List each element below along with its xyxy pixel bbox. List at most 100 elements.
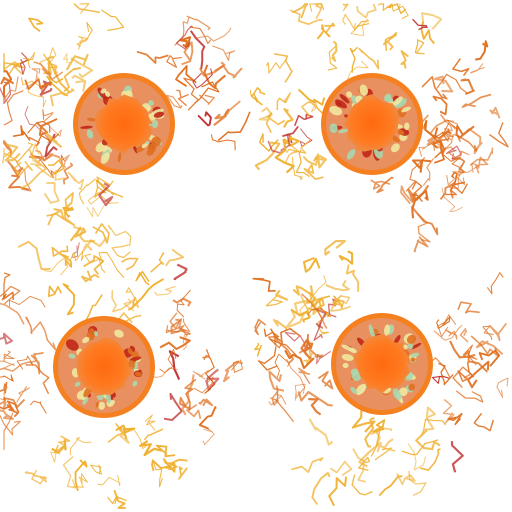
web-strand (62, 455, 77, 489)
web-strand (159, 336, 191, 351)
mosaic-tile (410, 357, 416, 362)
web-strand (314, 154, 327, 169)
web-strand (249, 89, 260, 103)
mosaic-tile (100, 88, 107, 94)
web-strand (81, 270, 100, 283)
web-strand (192, 369, 209, 380)
web-strand (176, 89, 189, 107)
web-strand (489, 322, 507, 342)
web-strand (351, 474, 373, 496)
web-strand (59, 253, 73, 268)
web-strand (265, 112, 286, 134)
web-wisp (424, 272, 509, 432)
web-strand (175, 25, 193, 50)
web-strand (16, 355, 34, 370)
web-strand (2, 147, 12, 164)
web-strand (274, 52, 293, 83)
web-strand (167, 458, 188, 471)
web-strand (407, 443, 427, 471)
web-strand (198, 406, 217, 430)
web-strand (274, 138, 295, 174)
web-strand (356, 3, 377, 19)
web-strand (31, 469, 48, 485)
web-strand (463, 350, 489, 373)
web-strand (29, 153, 55, 179)
web-strand (446, 174, 465, 186)
web-strand (190, 30, 206, 70)
motif-bottom-left (0, 224, 243, 510)
web-strand (0, 76, 14, 85)
web-strand (49, 88, 75, 107)
web-strand (71, 74, 87, 92)
web-strand (214, 64, 243, 79)
web-strand (378, 475, 403, 497)
web-strand (72, 242, 80, 259)
web-strand (0, 360, 15, 369)
mosaic-tile (82, 395, 89, 405)
web-strand (202, 426, 215, 446)
web-strand (291, 157, 303, 181)
mosaic-tile (407, 343, 414, 349)
web-strand (69, 436, 92, 456)
web-strand (166, 55, 183, 68)
web-strand (25, 364, 50, 395)
web-strand (198, 398, 214, 407)
web-strand (217, 111, 251, 142)
web-strand (17, 240, 51, 271)
web-wisp (136, 15, 251, 151)
web-strand (292, 285, 314, 297)
web-strand (396, 473, 416, 486)
web-strand (297, 367, 311, 385)
web-strand (430, 130, 452, 144)
mosaic-tile (401, 106, 412, 113)
mosaic-tile (390, 143, 400, 153)
web-strand (448, 150, 470, 159)
web-strand (283, 108, 294, 128)
web-strand (35, 117, 58, 136)
web-strand (370, 179, 391, 190)
web-strand (41, 81, 53, 97)
web-strand (273, 334, 295, 365)
web-wisp (249, 52, 327, 181)
web-strand (442, 398, 455, 424)
web-strand (73, 3, 101, 14)
web-strand (97, 474, 121, 487)
mosaic-tile (359, 84, 369, 96)
web-strand (59, 154, 70, 168)
web-strand (182, 333, 189, 351)
web-strand (46, 211, 76, 226)
web-strand (107, 495, 127, 505)
mosaic-tile (346, 91, 353, 98)
web-strand (113, 489, 127, 510)
web-strand (210, 134, 236, 151)
web-strand (342, 13, 357, 30)
web-wisp (149, 289, 243, 446)
web-strand (28, 17, 44, 32)
orb-core (343, 94, 400, 152)
web-strand (125, 287, 137, 308)
web-strand (43, 257, 69, 276)
web-strand (470, 63, 485, 74)
web-strand (192, 68, 213, 89)
mosaic-tile (114, 329, 124, 338)
web-strand (316, 24, 331, 40)
web-strand (163, 392, 183, 421)
mosaic-tile (397, 129, 405, 135)
web-strand (0, 374, 14, 382)
mosaic-tile (86, 117, 96, 122)
mosaic-tile (335, 102, 342, 107)
web-strand (151, 459, 172, 472)
mosaic-tile (132, 380, 138, 387)
web-strand (78, 178, 96, 205)
web-strand (324, 22, 336, 38)
mosaic-tile (88, 328, 96, 338)
web-strand (452, 162, 480, 173)
web-strand (268, 394, 287, 406)
web-strand (313, 322, 323, 341)
web-strand (302, 256, 321, 273)
web-strand (475, 40, 489, 61)
web-strand (199, 61, 226, 77)
web-strand (327, 46, 338, 71)
web-strand (426, 129, 450, 150)
mosaic-tile (368, 324, 375, 338)
